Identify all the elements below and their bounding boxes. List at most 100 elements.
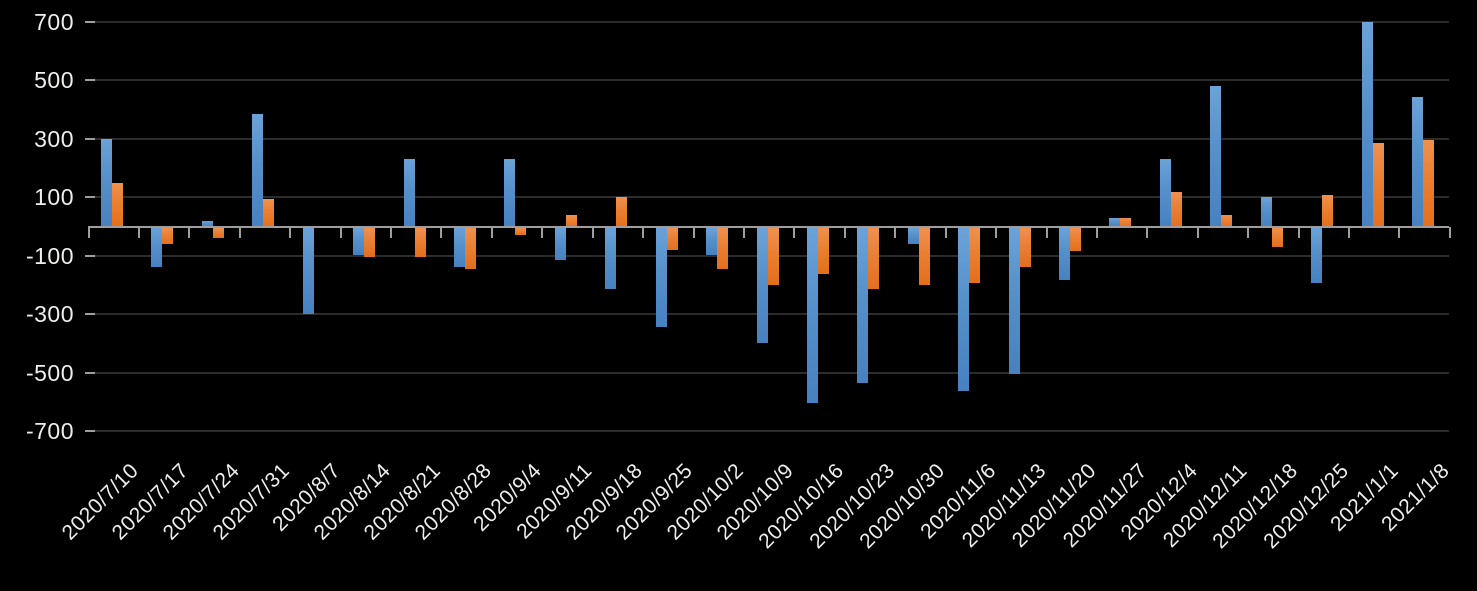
y-axis-tick bbox=[84, 79, 95, 82]
bar-orange bbox=[817, 227, 829, 275]
bar-blue bbox=[453, 227, 465, 268]
bar-blue bbox=[756, 227, 768, 344]
bar-orange bbox=[565, 215, 577, 227]
bar-orange bbox=[1170, 191, 1182, 227]
x-axis-tick bbox=[1095, 226, 1098, 238]
x-axis-tick bbox=[289, 226, 292, 238]
bar-blue bbox=[1411, 96, 1423, 227]
bar-blue bbox=[252, 114, 264, 227]
bar-orange bbox=[1070, 227, 1081, 252]
x-axis-line bbox=[87, 225, 1449, 228]
bar-blue bbox=[1260, 197, 1272, 227]
x-axis-tick bbox=[1196, 226, 1199, 238]
bar-orange bbox=[616, 197, 628, 227]
bar-orange bbox=[918, 227, 930, 285]
gridline bbox=[87, 137, 1449, 140]
y-axis-label: 300 bbox=[34, 125, 74, 152]
x-axis-tick bbox=[339, 226, 342, 238]
x-axis-tick bbox=[1247, 226, 1250, 238]
bar-orange bbox=[364, 227, 376, 257]
bar-orange bbox=[162, 227, 174, 244]
x-axis-tick bbox=[1398, 226, 1401, 238]
y-axis-tick bbox=[84, 20, 95, 23]
x-axis-tick bbox=[541, 226, 544, 238]
x-axis-tick bbox=[894, 226, 897, 238]
bar-orange bbox=[1120, 217, 1132, 227]
x-axis-tick bbox=[591, 226, 594, 238]
y-axis-label: -500 bbox=[25, 359, 74, 386]
x-axis-tick bbox=[1348, 226, 1350, 238]
bar-orange bbox=[717, 227, 728, 269]
bar-blue bbox=[958, 227, 970, 392]
bar-orange bbox=[868, 227, 880, 290]
bar-blue bbox=[605, 227, 617, 290]
bar-orange bbox=[212, 227, 224, 238]
bar-blue bbox=[1109, 217, 1121, 227]
x-axis-tick bbox=[743, 226, 745, 238]
bar-orange bbox=[666, 227, 678, 250]
x-axis-tick bbox=[137, 226, 140, 238]
bar-orange bbox=[969, 227, 981, 284]
bar-orange bbox=[767, 227, 779, 285]
x-axis-tick bbox=[1297, 226, 1300, 238]
x-axis-tick bbox=[642, 226, 645, 238]
y-axis-label: 700 bbox=[34, 8, 74, 35]
bar-blue bbox=[554, 227, 566, 260]
gridline bbox=[87, 20, 1449, 23]
bar-blue bbox=[151, 227, 163, 268]
bar-blue bbox=[1059, 227, 1070, 281]
bar-orange bbox=[1221, 215, 1233, 227]
bar-blue bbox=[806, 227, 818, 404]
x-axis-tick bbox=[1146, 226, 1149, 238]
bar-blue bbox=[1361, 21, 1373, 227]
y-axis-tick bbox=[84, 313, 95, 316]
bar-orange bbox=[1322, 194, 1334, 227]
bar-orange bbox=[112, 182, 123, 227]
x-axis-tick bbox=[995, 226, 998, 238]
x-axis-tick bbox=[793, 226, 796, 238]
x-axis-tick bbox=[440, 226, 443, 238]
bar-orange bbox=[1372, 143, 1384, 227]
x-axis-tick bbox=[490, 226, 493, 238]
x-axis-tick bbox=[944, 226, 947, 238]
bar-blue bbox=[201, 220, 213, 227]
bar-blue bbox=[706, 227, 717, 256]
gridline bbox=[87, 196, 1449, 199]
x-axis-tick bbox=[238, 226, 241, 238]
bar-blue bbox=[655, 227, 667, 328]
bar-blue bbox=[1311, 227, 1323, 284]
y-axis-tick bbox=[84, 196, 95, 199]
bar-blue bbox=[353, 227, 365, 256]
gridline bbox=[87, 313, 1449, 316]
x-axis-tick bbox=[692, 226, 695, 238]
y-axis-tick bbox=[84, 430, 95, 433]
x-axis-tick bbox=[87, 226, 90, 238]
y-axis-label: -100 bbox=[25, 242, 74, 269]
bar-blue bbox=[1008, 227, 1020, 374]
y-axis-label: -700 bbox=[25, 418, 74, 445]
y-axis-tick bbox=[84, 371, 95, 374]
x-axis-tick bbox=[843, 226, 846, 238]
bar-orange bbox=[1019, 227, 1031, 268]
bar-blue bbox=[302, 227, 314, 314]
gridline bbox=[87, 79, 1449, 82]
bar-blue bbox=[1210, 86, 1222, 227]
bar-orange bbox=[1271, 227, 1283, 247]
y-axis-label: 100 bbox=[34, 184, 74, 211]
x-axis-tick bbox=[390, 226, 392, 238]
bar-blue bbox=[504, 159, 516, 227]
x-axis-tick bbox=[1448, 226, 1451, 238]
bar-blue bbox=[101, 138, 112, 227]
bar-orange bbox=[464, 227, 476, 269]
x-axis-tick bbox=[188, 226, 191, 238]
gridline bbox=[87, 430, 1449, 433]
bar-orange bbox=[1422, 140, 1434, 227]
x-axis-tick bbox=[1045, 226, 1048, 238]
bar-blue bbox=[907, 227, 919, 244]
bar-orange bbox=[414, 227, 426, 257]
y-axis-tick bbox=[84, 137, 95, 140]
y-axis-label: 500 bbox=[34, 67, 74, 94]
y-axis-label: -300 bbox=[25, 301, 74, 328]
bar-blue bbox=[403, 159, 415, 227]
